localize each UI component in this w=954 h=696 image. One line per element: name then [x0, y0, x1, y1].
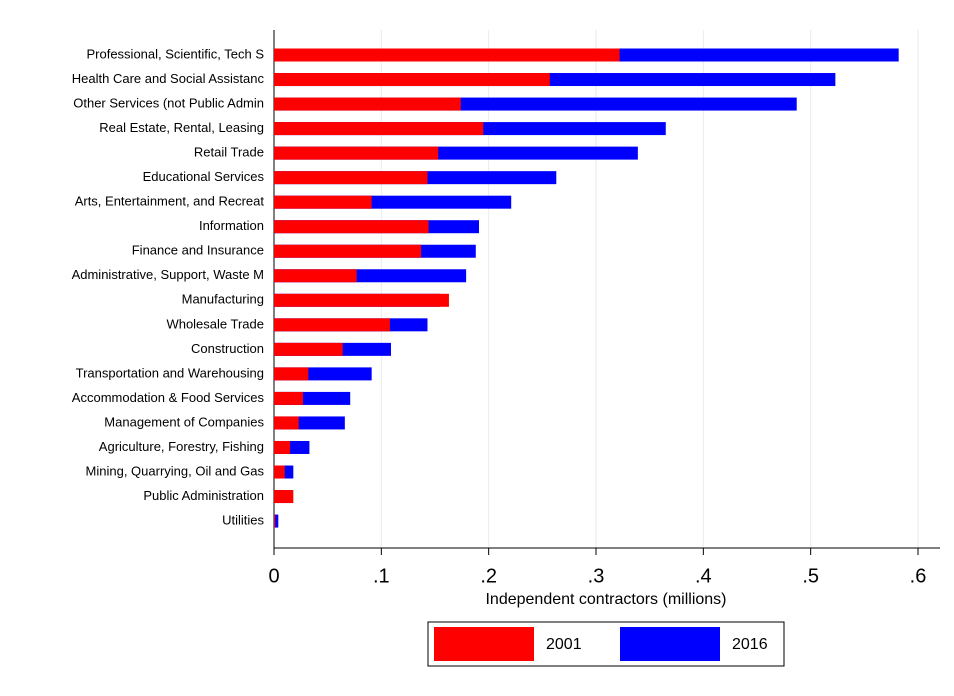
- bar: [274, 514, 276, 528]
- bar: [274, 367, 309, 381]
- x-tick-label: .3: [588, 565, 605, 587]
- legend-swatch: [620, 627, 720, 661]
- y-tick-label: Health Care and Social Assistanc: [72, 71, 265, 86]
- y-tick-label: Agriculture, Forestry, Fishing: [99, 439, 264, 454]
- y-tick-label: Accommodation & Food Services: [72, 390, 265, 405]
- x-tick-label: .5: [802, 565, 819, 587]
- bar: [274, 195, 372, 209]
- y-tick-label: Finance and Insurance: [132, 243, 264, 258]
- bar: [274, 171, 428, 185]
- y-tick-label: Other Services (not Public Admin: [73, 95, 264, 110]
- bar: [274, 73, 550, 87]
- bar: [274, 269, 357, 283]
- bar: [274, 293, 449, 307]
- y-tick-label: Utilities: [222, 513, 264, 528]
- bar: [274, 416, 299, 430]
- legend-label: 2016: [732, 636, 768, 653]
- bar: [274, 146, 439, 160]
- x-tick-label: .4: [695, 565, 712, 587]
- y-tick-label: Professional, Scientific, Tech S: [86, 46, 264, 61]
- x-axis-label: Independent contractors (millions): [485, 591, 726, 608]
- x-tick-label: .6: [910, 565, 927, 587]
- bar: [274, 244, 422, 258]
- x-tick-label: .1: [373, 565, 390, 587]
- bar: [274, 220, 429, 234]
- bar: [274, 514, 279, 528]
- legend-swatch: [434, 627, 534, 661]
- y-tick-label: Retail Trade: [194, 145, 264, 160]
- bar: [274, 342, 343, 356]
- y-tick-label: Real Estate, Rental, Leasing: [99, 120, 264, 135]
- bar: [274, 122, 484, 136]
- y-tick-label: Manufacturing: [182, 292, 264, 307]
- bar: [274, 48, 620, 62]
- y-tick-label: Mining, Quarrying, Oil and Gas: [86, 463, 265, 478]
- y-tick-label: Construction: [191, 341, 264, 356]
- y-tick-label: Wholesale Trade: [166, 316, 264, 331]
- y-tick-label: Arts, Entertainment, and Recreat: [75, 194, 265, 209]
- bar: [274, 440, 291, 454]
- bar: [274, 490, 294, 504]
- legend-label: 2001: [546, 636, 582, 653]
- y-tick-label: Administrative, Support, Waste M: [72, 267, 264, 282]
- bar: [274, 465, 285, 479]
- y-tick-label: Information: [199, 218, 264, 233]
- bar: [274, 97, 461, 111]
- y-tick-label: Public Administration: [143, 488, 264, 503]
- x-tick-label: 0: [268, 565, 279, 587]
- y-tick-label: Management of Companies: [104, 414, 264, 429]
- y-tick-label: Transportation and Warehousing: [76, 365, 264, 380]
- x-tick-label: .2: [480, 565, 497, 587]
- bar: [274, 391, 303, 405]
- bar: [274, 318, 390, 332]
- y-tick-label: Educational Services: [143, 169, 265, 184]
